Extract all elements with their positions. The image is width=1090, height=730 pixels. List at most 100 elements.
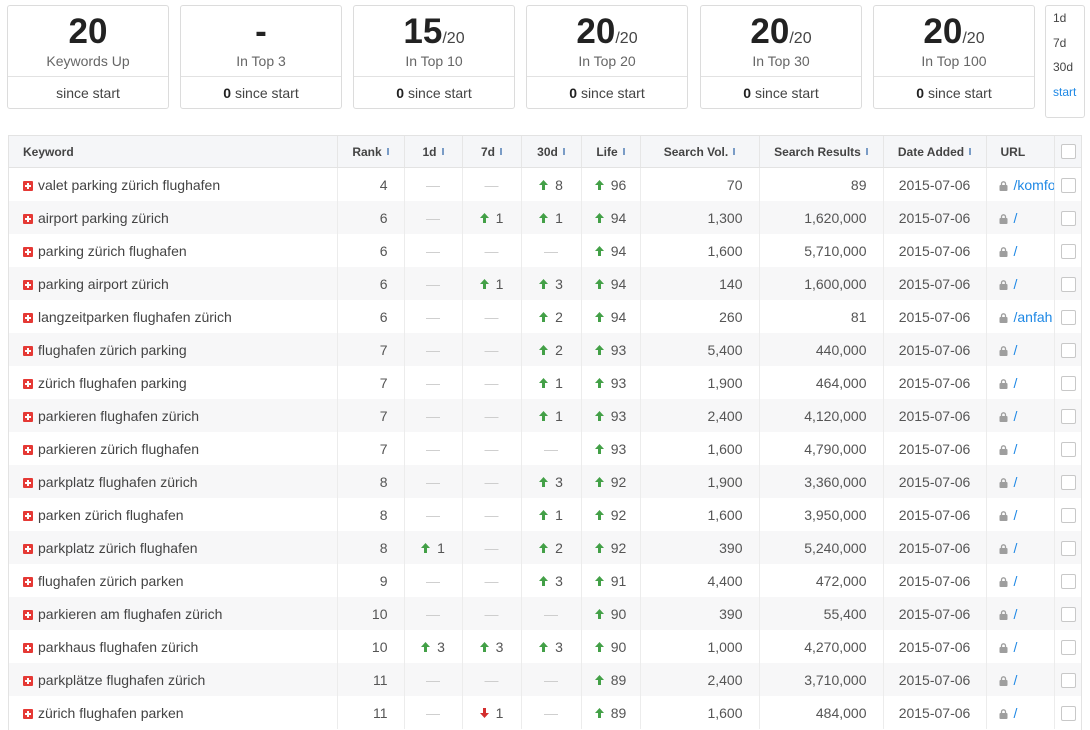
row-checkbox[interactable] — [1060, 573, 1076, 589]
url-link[interactable]: / — [1013, 374, 1018, 391]
select-cell — [1054, 333, 1081, 366]
arrow-up — [594, 509, 604, 520]
keyword-text: parkieren zürich flughafen — [38, 440, 200, 457]
keyword-row: zürich flughafen parken 11 — 1 — 89 1,600 484,0… — [9, 696, 1081, 729]
keyword-text: parkieren flughafen zürich — [38, 407, 200, 424]
date-added-cell: 2015-07-06 — [883, 498, 987, 531]
column-header[interactable]: Date Added — [883, 136, 987, 168]
column-header[interactable]: Rank — [337, 136, 405, 168]
row-checkbox[interactable] — [1060, 540, 1076, 556]
url-link[interactable]: / — [1013, 341, 1018, 358]
change-value: 1 — [437, 539, 445, 556]
card-footer: 0 since start — [354, 76, 514, 109]
row-checkbox[interactable] — [1060, 243, 1076, 259]
no-change: — — [544, 605, 558, 622]
sort-icon — [500, 147, 502, 155]
card-value-line: 20/20 — [701, 6, 861, 52]
rank-cell: 8 — [337, 465, 405, 498]
url-link[interactable]: / — [1013, 605, 1018, 622]
change-value: 90 — [610, 605, 627, 622]
search-volume-cell: 70 — [640, 167, 760, 201]
change-value: 1 — [495, 209, 504, 226]
change-cell: — — [404, 399, 463, 432]
url-link[interactable]: / — [1013, 209, 1018, 226]
card-value-line: 20/20 — [874, 6, 1034, 52]
search-results-cell: 1,600,000 — [759, 267, 884, 300]
url-cell: / — [986, 399, 1055, 432]
row-checkbox[interactable] — [1060, 507, 1076, 523]
change-cell: 3 — [521, 267, 582, 300]
date-added-cell: 2015-07-06 — [883, 630, 987, 663]
select-cell — [1054, 201, 1081, 234]
swiss-flag — [23, 543, 33, 554]
url-link[interactable]: / — [1013, 572, 1018, 589]
change-value: 92 — [610, 506, 627, 523]
card-value-line: - — [181, 6, 341, 52]
change-cell: — — [462, 663, 522, 696]
rank-cell: 6 — [337, 201, 405, 234]
lock-icon — [999, 312, 1007, 323]
row-checkbox[interactable] — [1060, 606, 1076, 622]
change-value: 1 — [555, 374, 563, 391]
url-link[interactable]: / — [1013, 407, 1018, 424]
row-checkbox[interactable] — [1060, 408, 1076, 424]
url-link[interactable]: /komfo — [1013, 176, 1054, 193]
row-checkbox[interactable] — [1060, 342, 1076, 358]
rank-cell: 10 — [337, 597, 405, 630]
row-checkbox[interactable] — [1060, 309, 1076, 325]
search-volume-cell: 1,900 — [640, 366, 760, 399]
row-checkbox[interactable] — [1060, 441, 1076, 457]
url-link[interactable]: / — [1013, 638, 1018, 655]
card-count: 0 — [223, 85, 232, 101]
arrow-up — [421, 641, 431, 652]
row-checkbox[interactable] — [1060, 705, 1076, 721]
column-header-text: Keyword — [23, 144, 74, 159]
column-header[interactable]: 7d — [462, 136, 522, 168]
column-header[interactable]: Search Vol. — [640, 136, 760, 168]
lock-icon — [999, 642, 1007, 653]
period-option[interactable]: 7d — [1053, 35, 1067, 50]
keyword-cell: parkhaus flughafen zürich — [9, 630, 338, 663]
column-header[interactable]: 30d — [521, 136, 582, 168]
column-header[interactable]: 1d — [404, 136, 463, 168]
change-cell: — — [521, 234, 582, 267]
keyword-row: flughafen zürich parking 7 — — 2 93 5,400 440,0… — [9, 333, 1081, 366]
period-option[interactable]: 30d — [1053, 60, 1074, 74]
row-checkbox[interactable] — [1060, 672, 1076, 688]
arrow-up — [594, 212, 604, 223]
column-header[interactable]: Search Results — [759, 136, 884, 168]
row-checkbox[interactable] — [1060, 474, 1076, 490]
url-link[interactable]: / — [1013, 242, 1018, 259]
period-option[interactable]: start — [1053, 84, 1077, 99]
url-link[interactable]: / — [1013, 704, 1018, 721]
row-checkbox[interactable] — [1060, 276, 1076, 292]
sort-icon — [386, 147, 389, 155]
change-cell: — — [462, 300, 522, 333]
url-link[interactable]: / — [1013, 506, 1018, 523]
search-results-cell: 3,360,000 — [759, 465, 884, 498]
row-checkbox[interactable] — [1060, 639, 1076, 655]
keyword-cell: flughafen zürich parking — [9, 333, 338, 366]
select-all-checkbox[interactable] — [1060, 144, 1076, 160]
url-cell: / — [986, 333, 1055, 366]
change-value: 89 — [610, 671, 627, 688]
period-option[interactable]: 1d — [1053, 11, 1067, 25]
column-header[interactable]: Life — [581, 136, 641, 168]
rank-cell: 11 — [337, 696, 405, 729]
arrow-up — [594, 608, 604, 619]
url-link[interactable]: / — [1013, 671, 1018, 688]
table-head: Keyword Rank 1d 7d 30d Life Search Vol. Search … — [9, 136, 1081, 168]
keyword-text: parkhaus flughafen zürich — [38, 638, 199, 655]
url-link[interactable]: / — [1013, 275, 1018, 292]
row-checkbox[interactable] — [1060, 375, 1076, 391]
no-change: — — [484, 341, 499, 358]
column-header: Keyword — [9, 136, 338, 168]
url-link[interactable]: / — [1013, 440, 1018, 457]
url-link[interactable]: /anfah — [1013, 308, 1053, 325]
row-checkbox[interactable] — [1060, 177, 1076, 193]
swiss-flag — [23, 444, 33, 455]
row-checkbox[interactable] — [1060, 210, 1076, 226]
url-link[interactable]: / — [1013, 539, 1018, 556]
column-header-text: 1d — [422, 144, 437, 159]
url-link[interactable]: / — [1013, 473, 1018, 490]
